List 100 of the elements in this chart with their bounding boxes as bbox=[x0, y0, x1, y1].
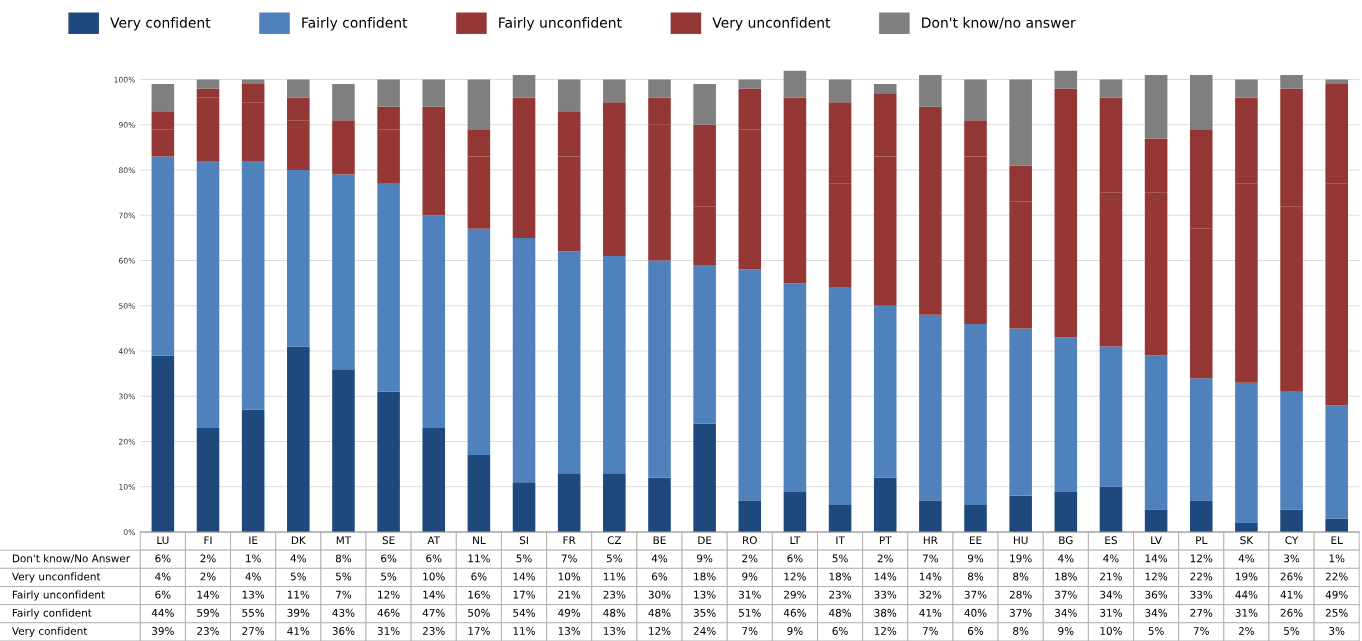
data-label: 6% bbox=[155, 590, 171, 599]
x-tick-label: AT bbox=[427, 536, 441, 544]
data-label: 6% bbox=[651, 572, 668, 581]
x-tick-label: SI bbox=[519, 536, 528, 545]
bar bbox=[919, 75, 942, 107]
data-label: 34% bbox=[1055, 608, 1077, 617]
bar bbox=[1280, 391, 1303, 510]
data-label: 8% bbox=[1013, 627, 1029, 635]
legend-label: Don't know/no answer bbox=[922, 17, 1076, 29]
data-label: 14% bbox=[1145, 554, 1168, 563]
bar bbox=[151, 156, 175, 356]
bar bbox=[1235, 79, 1258, 98]
data-label: 39% bbox=[287, 608, 310, 617]
data-label: 7% bbox=[1193, 627, 1209, 635]
x-tick-label: BG bbox=[1059, 536, 1073, 545]
x-tick-label: NL bbox=[473, 536, 486, 544]
data-label: 13% bbox=[558, 627, 581, 635]
bar bbox=[467, 79, 491, 130]
data-label: 7% bbox=[922, 554, 939, 563]
bar bbox=[603, 79, 626, 103]
data-label: 2% bbox=[877, 554, 893, 563]
data-label: 38% bbox=[874, 608, 897, 617]
data-label: 4% bbox=[155, 572, 171, 581]
x-tick-label: RO bbox=[743, 536, 757, 545]
data-label: 40% bbox=[964, 608, 987, 617]
data-label: 44% bbox=[1235, 590, 1258, 599]
data-label: 11% bbox=[513, 627, 536, 635]
text: Very confident bbox=[11, 626, 88, 637]
data-label: 12% bbox=[378, 590, 400, 599]
x-tick-label: BE bbox=[653, 536, 666, 544]
x-tick-label: LT bbox=[790, 536, 801, 544]
bar bbox=[422, 215, 446, 428]
data-label: 46% bbox=[783, 608, 806, 617]
bar bbox=[783, 70, 807, 98]
bar bbox=[738, 269, 762, 501]
data-label: 49% bbox=[1325, 590, 1348, 599]
data-label: 5% bbox=[606, 554, 623, 563]
data-label: 8% bbox=[967, 572, 984, 581]
data-label: 54% bbox=[513, 608, 536, 617]
data-label: 16% bbox=[468, 590, 490, 599]
text: Fairly confident bbox=[12, 608, 92, 619]
data-label: 17% bbox=[513, 590, 536, 599]
data-label: 27% bbox=[242, 627, 265, 635]
x-tick-label: HR bbox=[923, 536, 938, 544]
data-label: 12% bbox=[1190, 554, 1213, 563]
data-label: 11% bbox=[603, 572, 626, 581]
legend-label: Very unconfident bbox=[712, 17, 831, 31]
data-label: 26% bbox=[1280, 608, 1303, 617]
data-label: 46% bbox=[377, 608, 400, 617]
data-label: 6% bbox=[155, 554, 171, 563]
data-label: 32% bbox=[919, 590, 942, 599]
bar bbox=[332, 174, 355, 370]
data-label: 35% bbox=[693, 608, 716, 617]
data-label: 9% bbox=[697, 554, 713, 563]
bar bbox=[1235, 382, 1258, 523]
bar bbox=[287, 170, 310, 347]
data-label: 21% bbox=[1100, 572, 1122, 581]
data-label: 14% bbox=[513, 572, 536, 581]
data-label: 7% bbox=[922, 627, 939, 635]
data-label: 19% bbox=[1010, 554, 1032, 563]
data-label: 36% bbox=[1145, 590, 1168, 599]
bar bbox=[1189, 378, 1213, 501]
x-tick-label: DE bbox=[698, 536, 712, 544]
data-label: 41% bbox=[919, 608, 942, 617]
data-label: 43% bbox=[332, 608, 355, 617]
x-tick-label: IE bbox=[249, 536, 258, 544]
x-tick-label: IT bbox=[836, 536, 845, 544]
bar bbox=[151, 84, 175, 112]
bar bbox=[693, 265, 716, 424]
data-label: 14% bbox=[919, 572, 942, 581]
bar bbox=[377, 79, 400, 107]
data-label: 50% bbox=[468, 608, 490, 617]
data-label: 9% bbox=[742, 572, 758, 581]
data-label: 31% bbox=[1100, 608, 1122, 617]
x-tick-label: EE bbox=[969, 536, 982, 544]
x-tick-label: HU bbox=[1013, 536, 1028, 545]
data-label: 2% bbox=[742, 554, 758, 563]
data-label: 28% bbox=[1009, 590, 1032, 599]
data-label: 30% bbox=[648, 590, 671, 599]
data-label: 2% bbox=[200, 554, 216, 563]
data-label: 4% bbox=[1103, 554, 1119, 563]
data-label: 10% bbox=[1100, 627, 1122, 635]
data-label: 55% bbox=[242, 608, 265, 617]
data-label: 8% bbox=[1013, 572, 1029, 581]
data-label: 12% bbox=[649, 627, 671, 635]
data-label: 24% bbox=[693, 627, 716, 635]
bar bbox=[1054, 70, 1078, 89]
data-label: 33% bbox=[1190, 590, 1213, 599]
x-tick-label: ES bbox=[1105, 536, 1117, 545]
bar bbox=[873, 305, 897, 478]
x-tick-label: FI bbox=[204, 536, 212, 544]
text: Don't know/No Answer bbox=[12, 554, 131, 564]
data-label: 34% bbox=[1145, 608, 1168, 617]
data-label: 13% bbox=[242, 590, 265, 599]
x-tick-label: PT bbox=[879, 536, 892, 544]
x-tick-label: CY bbox=[1285, 536, 1299, 545]
data-label: 23% bbox=[829, 590, 852, 599]
bar bbox=[557, 79, 581, 112]
data-label: 5% bbox=[335, 572, 352, 581]
data-label: 25% bbox=[1325, 608, 1348, 617]
